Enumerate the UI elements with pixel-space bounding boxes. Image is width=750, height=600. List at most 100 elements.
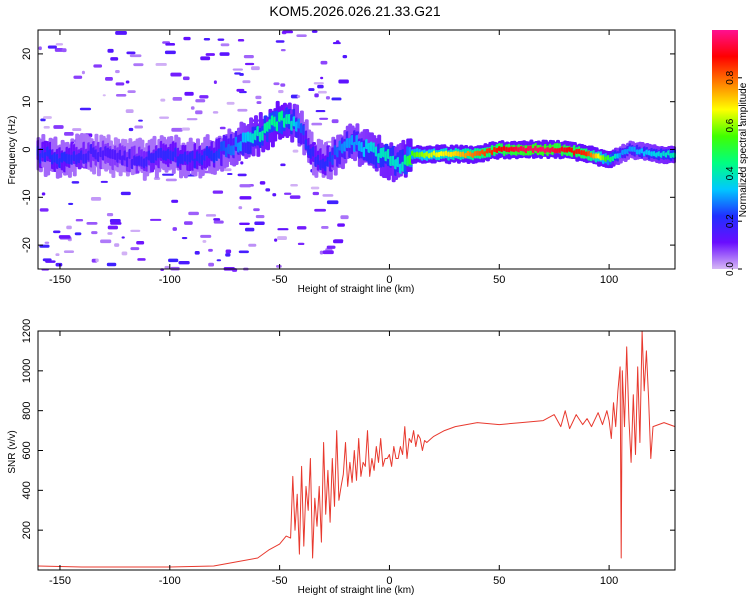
- spectrogram-cell: [172, 96, 183, 101]
- snr-y-tick-label: 800: [21, 401, 33, 419]
- spectrogram-y-tick-label: 20: [21, 48, 33, 60]
- spectrogram-cell: [55, 253, 60, 257]
- snr-x-ticks: -150 -100 -50 0 50 100: [49, 331, 618, 587]
- snr-x-label: Height of straight line (km): [298, 585, 415, 596]
- spectrogram-cell: [320, 60, 328, 65]
- spectrogram-cell: [110, 221, 122, 225]
- snr-y-tick-label: 400: [21, 481, 33, 499]
- spectrogram-cell: [296, 226, 307, 230]
- spectrogram-cell: [242, 80, 251, 84]
- spectrogram-cell: [236, 88, 245, 92]
- spectrogram-cell: [38, 46, 42, 51]
- spectrogram-cell: [194, 250, 200, 255]
- spectrogram-x-tick-label: -150: [49, 274, 71, 286]
- spectrogram-cell: [58, 235, 71, 239]
- spectrogram-cell: [259, 181, 266, 185]
- spectrogram-cell: [226, 101, 235, 105]
- spectrogram-cell: [95, 258, 99, 263]
- spectrogram-cell: [314, 208, 326, 212]
- spectrogram-cell: [150, 218, 162, 221]
- snr-y-ticks: 200 400 600 800 1000 1200: [21, 319, 675, 539]
- spectrogram-cell: [171, 127, 183, 132]
- spectrogram-cell: [182, 76, 190, 81]
- spectrogram-cell: [170, 72, 182, 77]
- spectrogram-cell: [186, 118, 198, 121]
- spectrogram-cell: [200, 56, 211, 61]
- spectrogram-cell: [255, 214, 265, 219]
- spectrogram-cell: [115, 94, 127, 97]
- spectrogram-cell: [39, 208, 49, 212]
- snr-x-tick-label: -150: [49, 575, 71, 587]
- spectrogram-x-label: Height of straight line (km): [298, 284, 415, 295]
- spectrogram-cell: [86, 222, 98, 225]
- spectrogram-y-tick-label: 10: [21, 96, 33, 108]
- spectrogram-x-tick-label: -50: [272, 274, 288, 286]
- spectrogram-cell: [68, 202, 74, 205]
- spectrogram-cell: [317, 90, 327, 94]
- spectrogram-cell: [227, 172, 233, 176]
- spectrogram-cell: [130, 229, 141, 232]
- spectrogram-cell: [125, 109, 134, 113]
- spectrogram-cell: [79, 107, 92, 111]
- spectrogram-cell: [133, 63, 144, 67]
- spectrogram-cell: [333, 239, 344, 244]
- spectrogram-cell: [289, 195, 301, 199]
- spectrogram-cell: [213, 80, 217, 85]
- spectrogram-cell: [292, 149, 299, 153]
- spectrogram-cell: [322, 194, 334, 197]
- spectrogram-cell: [100, 239, 112, 244]
- spectrogram-y-ticks: 20 10 0 -10 -20: [21, 48, 675, 253]
- spectrogram-cell: [183, 221, 193, 225]
- spectrogram-cell: [93, 64, 103, 68]
- spectrogram-cell: [178, 261, 190, 265]
- spectrogram-cell: [110, 57, 119, 61]
- snr-y-tick-label: 200: [21, 521, 33, 539]
- spectrogram-cell: [202, 239, 207, 243]
- spectrogram-cell: [326, 200, 339, 205]
- spectrogram-y-tick-label: -20: [21, 237, 33, 253]
- spectrogram-cell: [319, 117, 329, 120]
- spectrogram-cell: [217, 38, 225, 41]
- spectrogram-cell: [114, 243, 120, 247]
- spectrogram-cell: [40, 118, 46, 122]
- snr-y-tick-label: 600: [21, 441, 33, 459]
- spectrogram-cell: [107, 48, 114, 53]
- spectrogram-cell: [100, 180, 108, 183]
- spectrogram-cell: [320, 76, 324, 80]
- spectrogram-cell: [164, 50, 176, 55]
- spectrogram-cells: [36, 30, 676, 272]
- spectrogram-cell: [322, 250, 334, 255]
- spectrogram-cell: [280, 163, 286, 167]
- spectrogram-cell: [225, 253, 231, 257]
- spectrogram-cell: [74, 232, 82, 236]
- spectrogram-cell: [164, 265, 170, 270]
- snr-y-tick-label: 1200: [21, 319, 33, 343]
- spectrogram-cell: [165, 178, 177, 182]
- spectrogram-cell: [232, 68, 243, 71]
- spectrogram-cell: [321, 225, 329, 229]
- spectrogram-cell: [90, 196, 102, 201]
- spectrogram-cell: [47, 45, 57, 49]
- spectrogram-cell: [277, 236, 287, 241]
- spectrogram-cell: [162, 173, 174, 176]
- spectrogram-y-tick-label: 0: [21, 146, 33, 152]
- spectrogram-cell: [43, 125, 50, 129]
- snr-series-line: [37, 330, 676, 568]
- spectrogram-x-ticks: -150 -100 -50 0 50 100: [49, 30, 618, 286]
- spectrogram-x-tick-label: 100: [600, 274, 618, 286]
- spectrogram-cell: [129, 54, 142, 58]
- spectrogram-cell: [219, 52, 230, 56]
- spectrogram-cell: [136, 240, 145, 245]
- spectrogram-cell: [54, 47, 64, 52]
- spectrogram-cell: [223, 168, 232, 172]
- snr-plot-area: [38, 331, 675, 570]
- spectrogram-cell: [181, 127, 190, 131]
- figure-title: KOM5.2026.026.21.33.G21: [269, 3, 440, 19]
- spectrogram-cell: [244, 227, 255, 232]
- snr-x-tick-label: 100: [600, 575, 618, 587]
- spectrogram-cell: [126, 51, 136, 55]
- spectrogram-cell: [106, 212, 114, 217]
- spectrogram-cell: [237, 38, 245, 42]
- spectrogram-cell: [240, 161, 244, 165]
